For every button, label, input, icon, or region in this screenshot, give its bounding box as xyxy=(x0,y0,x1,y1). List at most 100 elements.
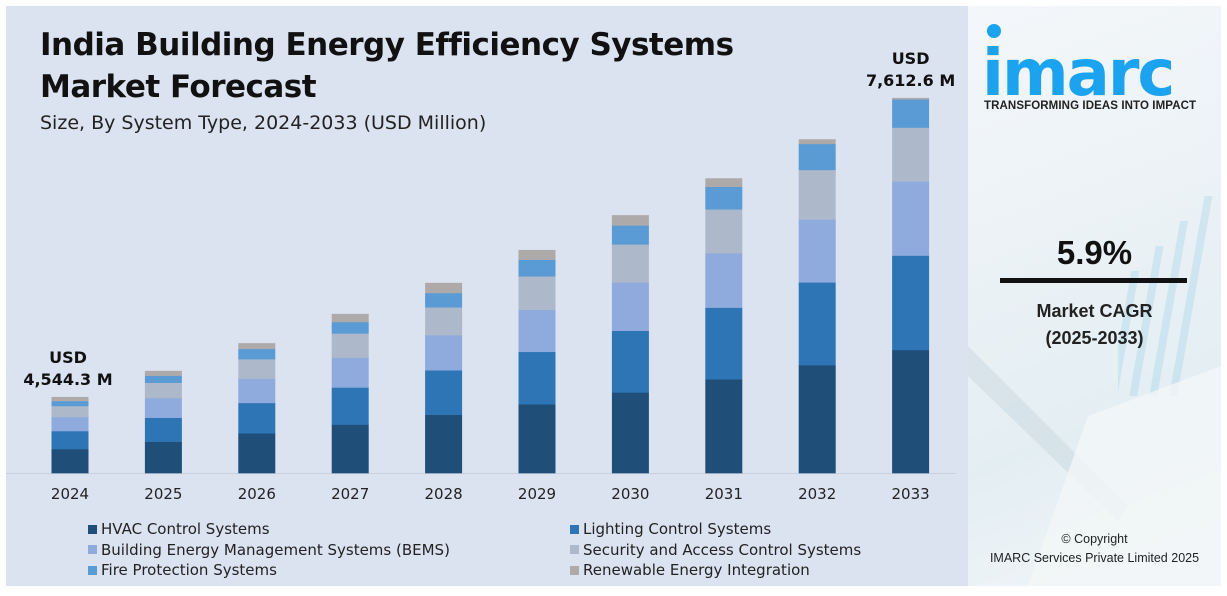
value-annotation-amount: 4,544.3 M xyxy=(23,370,112,389)
x-tick-label: 2029 xyxy=(518,485,556,503)
bar-segment-2028-0 xyxy=(425,414,463,474)
bar-segment-2033-5 xyxy=(892,97,930,100)
legend-item: Renewable Energy Integration xyxy=(570,561,810,579)
bar-segment-2029-5 xyxy=(518,249,556,260)
legend-swatch-icon xyxy=(570,565,579,575)
bar-2033 xyxy=(892,97,930,474)
legend-swatch-icon xyxy=(88,524,97,534)
bar-segment-2030-4 xyxy=(611,225,649,245)
decorative-background-chart-icon xyxy=(1118,196,1213,396)
x-tick-label: 2027 xyxy=(331,485,369,503)
legend-item: Building Energy Management Systems (BEMS… xyxy=(88,541,450,559)
bar-segment-2033-3 xyxy=(892,127,930,182)
bar-segment-2031-0 xyxy=(705,379,743,474)
bar-segment-2030-5 xyxy=(611,215,649,226)
legend-label: Renewable Energy Integration xyxy=(583,561,810,579)
bar-segment-2025-5 xyxy=(144,370,182,376)
bar-segment-2027-4 xyxy=(331,321,369,334)
legend-label: Building Energy Management Systems (BEMS… xyxy=(101,540,450,559)
stacked-bar-chart: 2024 2025 2026 2027 2028 2029 2030 2031 2032 2033… xyxy=(6,49,956,503)
bar-segment-2024-0 xyxy=(51,448,89,474)
bar-segment-2030-2 xyxy=(611,282,649,332)
logo-wordmark: imarc xyxy=(982,37,1175,111)
bar-segment-2028-1 xyxy=(425,370,463,415)
bar-segment-2025-4 xyxy=(144,375,182,383)
bar-segment-2026-3 xyxy=(238,359,276,379)
bar-segment-2029-2 xyxy=(518,309,556,353)
bar-segment-2025-1 xyxy=(144,417,182,442)
legend-swatch-icon xyxy=(88,545,97,554)
bar-segment-2024-3 xyxy=(51,405,89,418)
x-tick-label: 2032 xyxy=(798,485,836,503)
bar-segment-2027-3 xyxy=(331,333,369,358)
bar-segment-2027-2 xyxy=(331,357,369,388)
bar-segment-2028-3 xyxy=(425,307,463,336)
bar-segment-2029-0 xyxy=(518,404,556,474)
decorative-paper-icon xyxy=(968,346,1221,586)
chart-panel: India Building Energy Efficiency Systems… xyxy=(6,6,968,586)
cagr-label-line2: (2025-2033) xyxy=(1045,328,1144,348)
x-tick-label: 2028 xyxy=(425,485,463,503)
bar-segment-2032-1 xyxy=(798,282,836,366)
bar-segment-2031-3 xyxy=(705,209,743,254)
copyright-line2: IMARC Services Private Limited 2025 xyxy=(989,551,1200,565)
bar-segment-2033-2 xyxy=(892,181,930,256)
copyright: © Copyright IMARC Services Private Limit… xyxy=(968,530,1221,568)
bar-segment-2025-0 xyxy=(144,441,182,474)
value-annotation-label: USD xyxy=(892,49,930,68)
cagr-divider xyxy=(1000,278,1187,283)
bar-segment-2033-1 xyxy=(892,255,930,351)
bar-segment-2032-2 xyxy=(798,219,836,283)
bar-segment-2033-4 xyxy=(892,99,930,128)
bar-segment-2032-3 xyxy=(798,169,836,220)
bar-segment-2025-3 xyxy=(144,382,182,399)
bar-segment-2029-3 xyxy=(518,276,556,310)
bar-2031 xyxy=(705,178,743,474)
cagr-label-line1: Market CAGR xyxy=(1036,301,1153,321)
bar-segment-2027-5 xyxy=(331,313,369,323)
bar-segment-2031-4 xyxy=(705,186,743,210)
bar-segment-2026-5 xyxy=(238,343,276,350)
legend-label: Fire Protection Systems xyxy=(101,561,277,579)
bar-segment-2029-1 xyxy=(518,351,556,405)
cagr-label: Market CAGR (2025-2033) xyxy=(968,298,1221,352)
bar-segment-2032-4 xyxy=(798,143,836,171)
bar-2024 xyxy=(51,396,89,474)
bar-segment-2027-1 xyxy=(331,387,369,425)
bar-segment-2027-0 xyxy=(331,424,369,474)
bar-segment-2025-2 xyxy=(144,397,182,418)
legend-label: Security and Access Control Systems xyxy=(583,540,862,559)
x-tick-label: 2026 xyxy=(238,485,276,503)
bar-segment-2024-4 xyxy=(51,400,89,407)
chart-subtitle: Size, By System Type, 2024-2033 (USD Mil… xyxy=(40,112,487,134)
bar-segment-2028-5 xyxy=(425,282,463,294)
bar-2027 xyxy=(331,313,369,474)
chart-title: India Building Energy Efficiency Systems… xyxy=(40,27,734,105)
logo-dot-icon xyxy=(987,24,1001,38)
legend-label: HVAC Control Systems xyxy=(101,520,270,538)
x-tick-label: 2033 xyxy=(892,485,930,503)
bar-segment-2026-4 xyxy=(238,348,276,360)
x-tick-label: 2030 xyxy=(611,485,649,503)
bar-segment-2030-0 xyxy=(611,392,649,474)
bar-segment-2033-0 xyxy=(892,349,930,474)
legend-item: Lighting Control Systems xyxy=(570,520,771,538)
legend-item: Security and Access Control Systems xyxy=(570,541,861,559)
legend-swatch-icon xyxy=(88,565,97,575)
info-panel: imarc TRANSFORMING IDEAS INTO IMPACT 5.9… xyxy=(968,6,1221,586)
bar-segment-2031-1 xyxy=(705,307,743,380)
bar-2032 xyxy=(798,139,836,474)
bar-segment-2028-2 xyxy=(425,335,463,371)
bar-segment-2030-3 xyxy=(611,244,649,283)
bar-2030 xyxy=(611,215,649,474)
bar-segment-2024-2 xyxy=(51,416,89,432)
bar-2028 xyxy=(425,282,463,474)
bar-segment-2029-4 xyxy=(518,259,556,277)
bar-segment-2032-0 xyxy=(798,365,836,474)
bar-segment-2024-5 xyxy=(51,396,89,402)
bar-segment-2032-5 xyxy=(798,139,836,145)
bar-2029 xyxy=(518,249,556,474)
copyright-line1: © Copyright xyxy=(1061,532,1128,546)
value-annotation-amount: 7,612.6 M xyxy=(866,71,955,90)
bar-segment-2030-1 xyxy=(611,330,649,393)
